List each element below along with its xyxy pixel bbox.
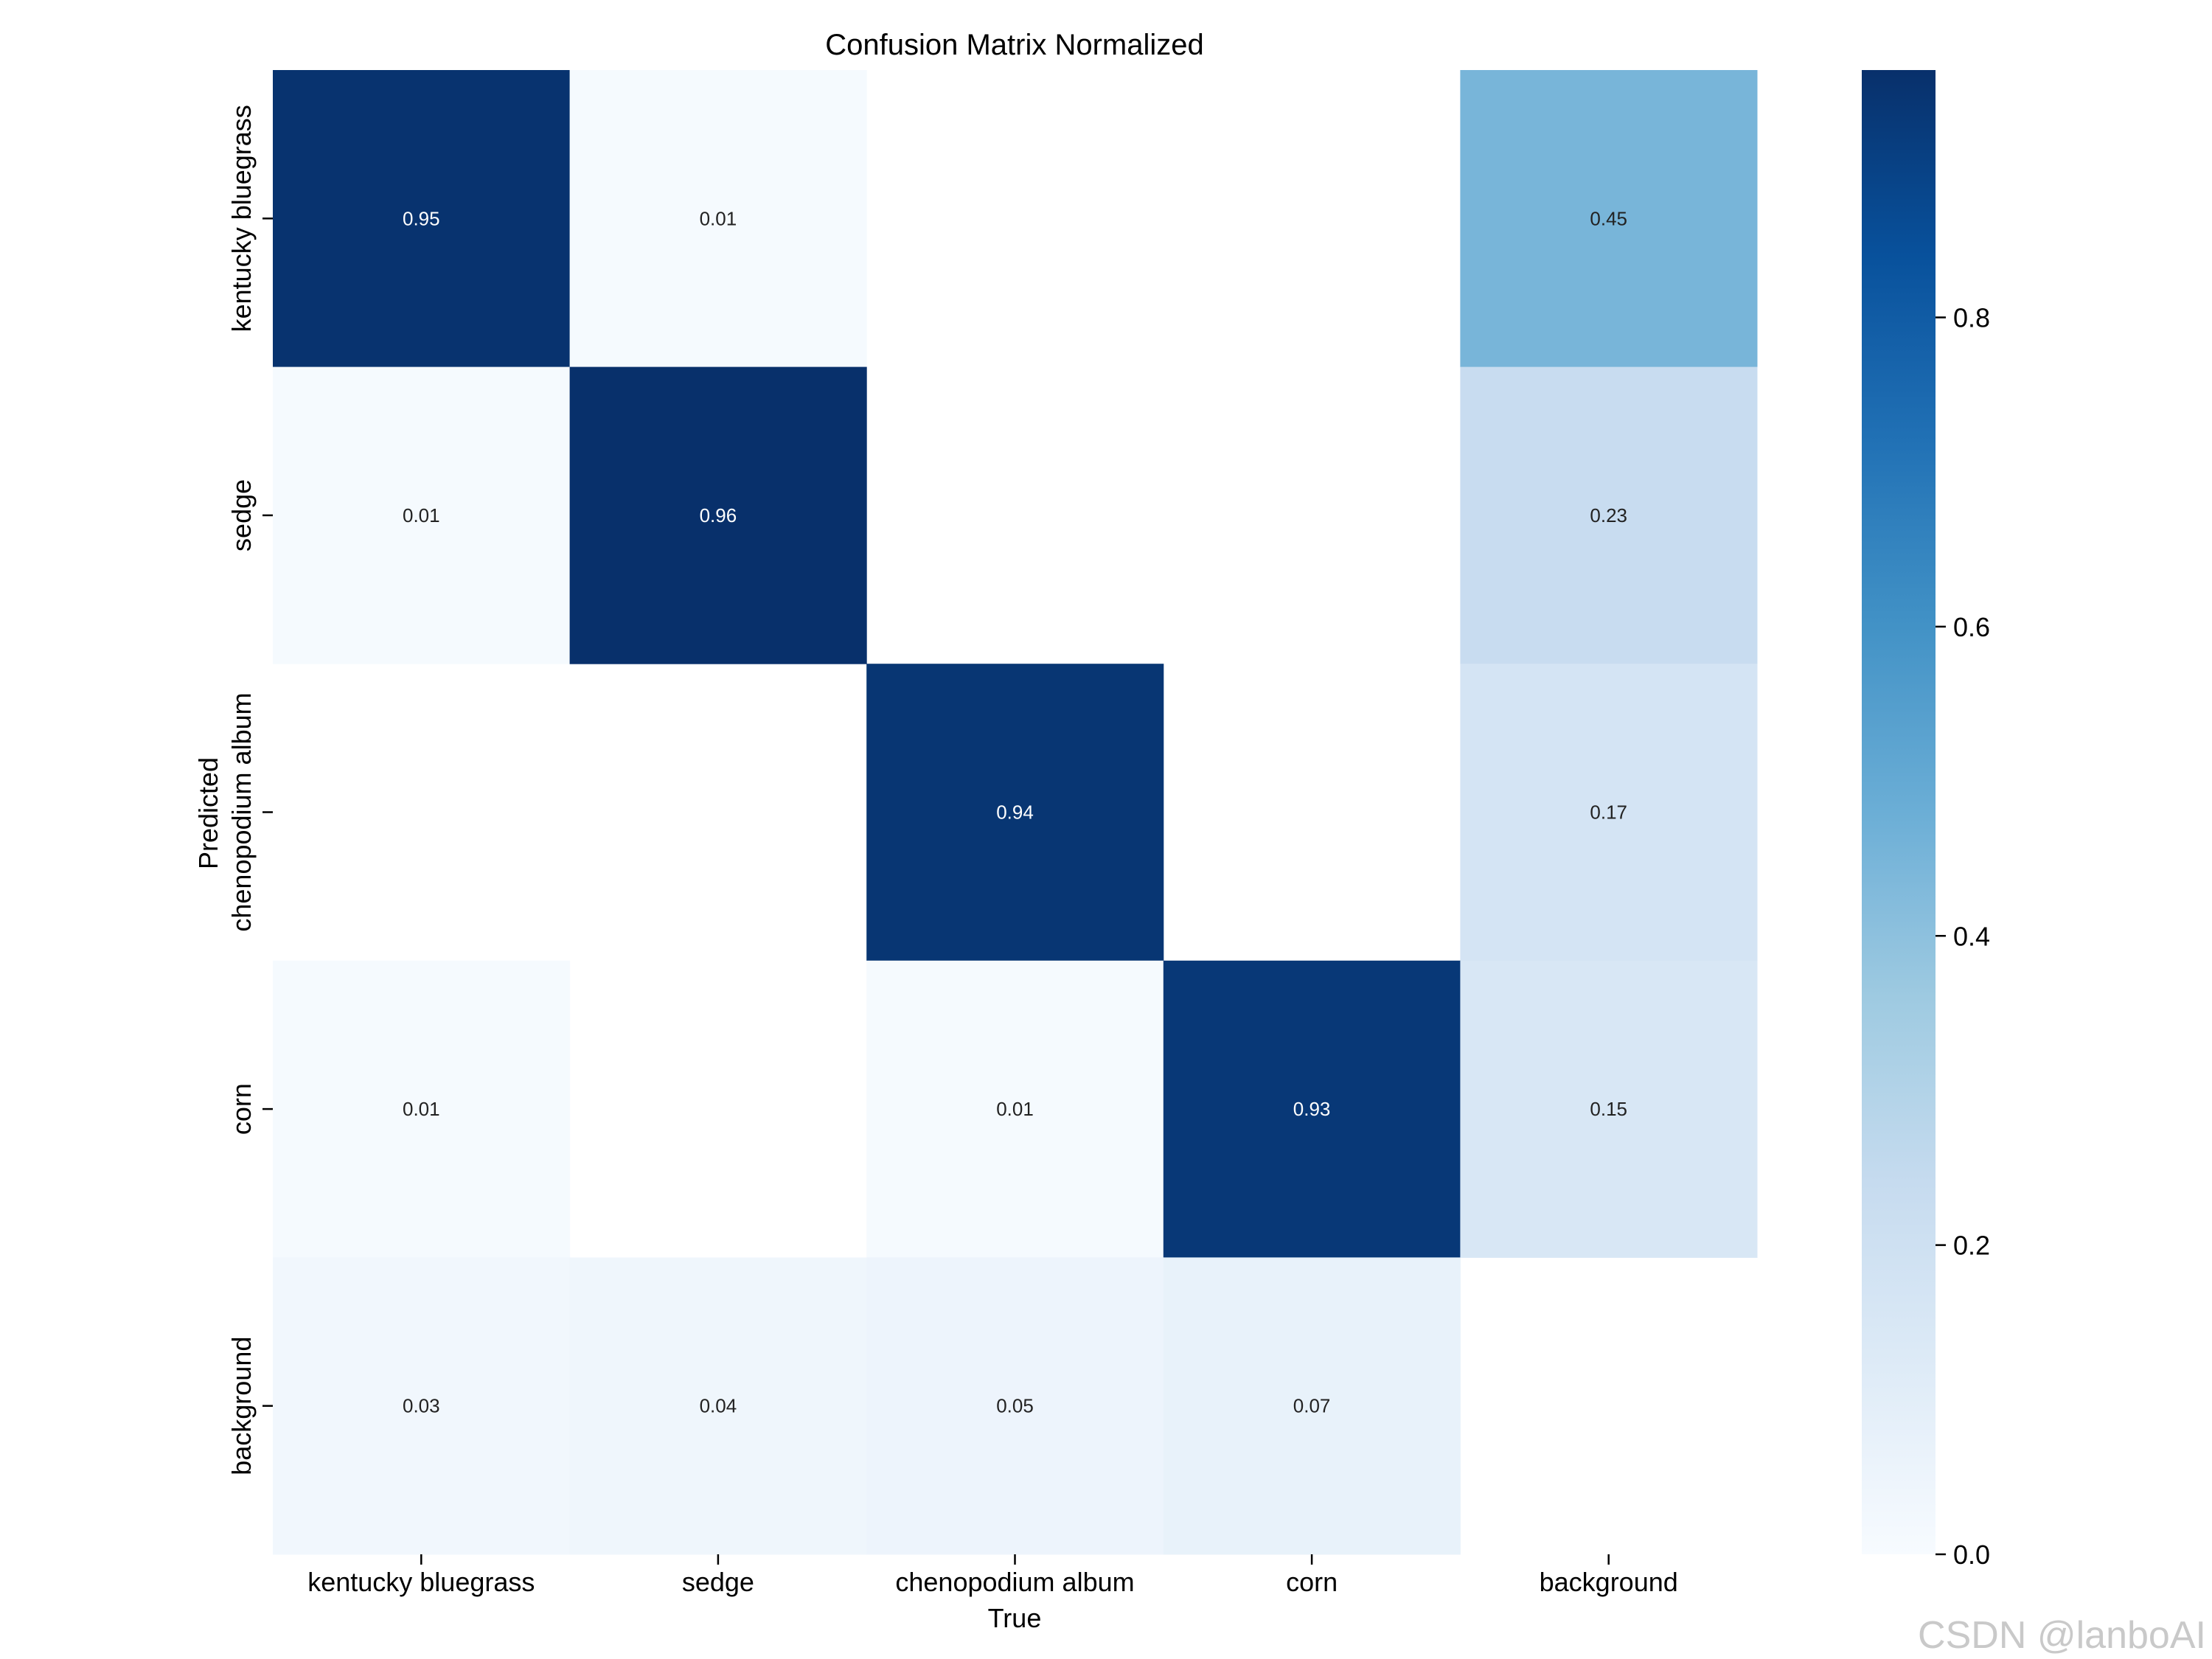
cell-value-label: 0.15 <box>1590 1098 1627 1120</box>
heatmap-cell <box>273 366 571 664</box>
y-tick-label: sedge <box>226 479 257 552</box>
colorbar-tick-label: 0.0 <box>1953 1540 1990 1570</box>
colorbar-tick-label: 0.4 <box>1953 921 1990 951</box>
heatmap-cell <box>273 960 571 1258</box>
heatmap-cell <box>569 70 867 368</box>
heatmap-cell <box>569 366 867 664</box>
watermark: CSDN @lanboAI <box>1918 1614 2206 1657</box>
chart-title: Confusion Matrix Normalized <box>825 29 1204 61</box>
heatmap-cell <box>866 960 1164 1258</box>
cell-value-label: 0.94 <box>996 801 1034 824</box>
y-tick-label: background <box>226 1337 257 1475</box>
y-tick-label: corn <box>226 1083 257 1135</box>
heatmap-cell <box>1460 664 1758 961</box>
x-tick-label: chenopodium album <box>895 1567 1134 1597</box>
heatmap-cell <box>1163 960 1461 1258</box>
cell-value-label: 0.05 <box>996 1395 1034 1417</box>
cell-value-label: 0.95 <box>403 207 440 229</box>
x-axis-ticks: kentucky bluegrass sedge chenopodium album… <box>307 1554 1678 1597</box>
x-tick-label: sedge <box>682 1567 754 1597</box>
cell-value-label: 0.45 <box>1590 207 1627 229</box>
cell-value-label: 0.04 <box>700 1395 737 1417</box>
cell-value-label: 0.01 <box>403 504 440 526</box>
colorbar-ticks: 0.0 0.2 0.4 0.6 0.8 <box>1935 303 1990 1570</box>
cell-value-label: 0.01 <box>403 1098 440 1120</box>
cell-value-label: 0.01 <box>996 1098 1034 1120</box>
colorbar-tick-label: 0.6 <box>1953 612 1990 642</box>
heatmap-cell <box>1460 960 1758 1258</box>
x-tick-label: background <box>1540 1567 1678 1597</box>
colorbar <box>1862 70 1935 1554</box>
heatmap-cell <box>1163 1257 1461 1555</box>
cell-value-label: 0.07 <box>1293 1395 1331 1417</box>
cell-value-label: 0.23 <box>1590 504 1627 526</box>
heatmap-cell <box>866 664 1164 961</box>
heatmap-cell <box>569 1257 867 1555</box>
y-axis-label: Predicted <box>193 757 223 869</box>
heatmap-cell <box>273 1257 571 1555</box>
y-axis-ticks: kentucky bluegrass sedge chenopodium album… <box>226 105 273 1475</box>
heatmap-cell <box>1460 366 1758 664</box>
heatmap-cells: 0.95 0.01 0.45 0.01 0.96 0.23 0.94 0.17 0.01 0.01… <box>273 70 1758 1555</box>
colorbar-tick-label: 0.8 <box>1953 303 1990 333</box>
x-tick-label: corn <box>1286 1567 1338 1597</box>
heatmap-cell <box>866 1257 1164 1555</box>
cell-value-label: 0.96 <box>700 504 737 526</box>
y-tick-label: kentucky bluegrass <box>226 105 257 332</box>
heatmap-cell <box>1460 70 1758 368</box>
y-tick-label: chenopodium album <box>226 692 257 931</box>
x-axis-label: True <box>988 1603 1042 1633</box>
colorbar-tick-label: 0.2 <box>1953 1231 1990 1261</box>
cell-value-label: 0.01 <box>700 207 737 229</box>
cell-value-label: 0.93 <box>1293 1098 1331 1120</box>
x-tick-label: kentucky bluegrass <box>307 1567 535 1597</box>
cell-value-label: 0.03 <box>403 1395 440 1417</box>
cell-value-label: 0.17 <box>1590 801 1627 824</box>
heatmap-cell <box>273 70 571 368</box>
